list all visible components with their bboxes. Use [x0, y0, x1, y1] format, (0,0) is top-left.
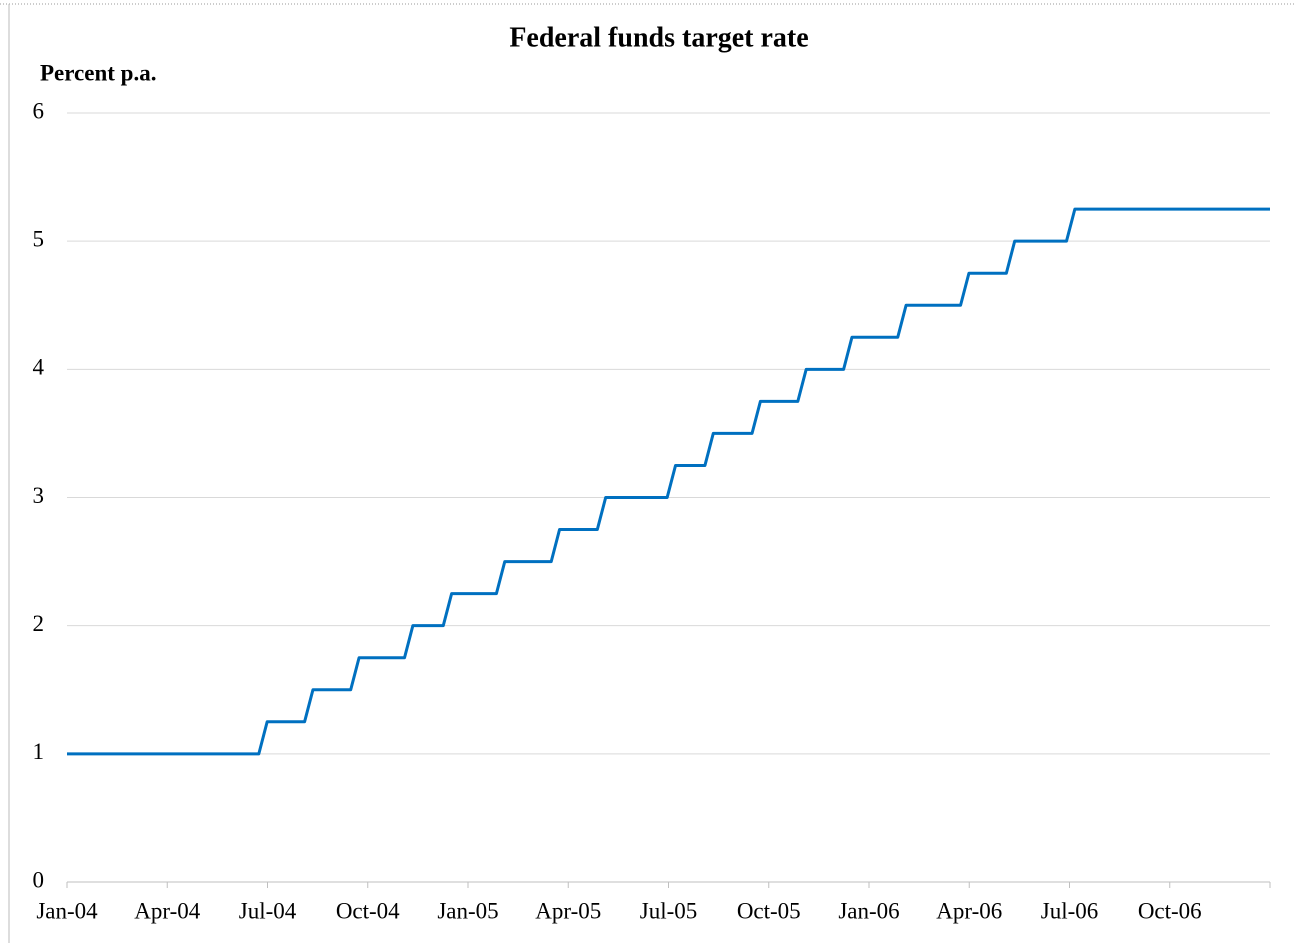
x-tick-label: Oct-05	[737, 898, 801, 923]
x-tick-label: Jan-05	[437, 898, 498, 923]
y-tick-label: 4	[33, 355, 45, 380]
y-tick-label: 5	[33, 226, 45, 251]
x-tick-label: Apr-04	[134, 898, 200, 923]
y-tick-label: 3	[33, 483, 45, 508]
x-tick-label: Apr-05	[535, 898, 601, 923]
y-tick-label: 0	[33, 867, 45, 892]
x-tick-label: Jan-04	[36, 898, 98, 923]
x-tick-label: Jul-04	[239, 898, 297, 923]
y-axis-label: Percent p.a.	[40, 60, 156, 85]
chart-title: Federal funds target rate	[509, 22, 808, 53]
x-tick-label: Jan-06	[838, 898, 899, 923]
x-tick-label: Jul-05	[640, 898, 698, 923]
x-tick-label: Oct-04	[336, 898, 400, 923]
x-tick-label: Apr-06	[936, 898, 1002, 923]
y-tick-label: 2	[33, 611, 45, 636]
x-tick-label: Oct-06	[1138, 898, 1202, 923]
y-tick-label: 1	[33, 739, 45, 764]
x-tick-label: Jul-06	[1041, 898, 1099, 923]
y-tick-label: 6	[33, 98, 45, 123]
data-line	[67, 207, 1270, 756]
